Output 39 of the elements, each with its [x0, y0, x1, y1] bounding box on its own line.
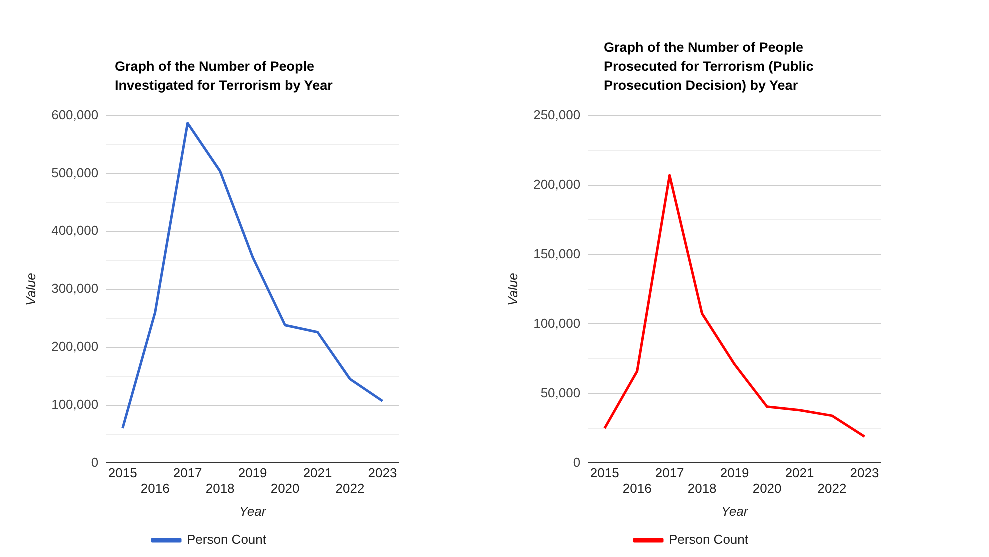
y-tick-label: 100,000: [52, 396, 99, 412]
y-tick-label: 200,000: [534, 176, 581, 192]
x-tick-label: 2015: [108, 466, 138, 481]
y-tick-label: 100,000: [534, 316, 581, 331]
x-tick-label: 2017: [655, 466, 684, 481]
x-tick-label: 2019: [720, 466, 750, 481]
x-tick-label: 2018: [688, 481, 717, 496]
x-tick-label: 2021: [785, 466, 814, 481]
y-tick-label: 250,000: [534, 107, 581, 122]
y-tick-label: 500,000: [52, 165, 99, 180]
chart-title: Graph of the Number of People Prosecuted for Terrorism (Public Prosecution Decision) by Year: [604, 39, 815, 95]
y-tick-label: 0: [91, 454, 99, 470]
x-axis-title: Year: [721, 504, 749, 519]
x-tick-label: 2015: [590, 466, 620, 481]
x-tick-label: 2022: [818, 481, 847, 496]
y-tick-label: 300,000: [52, 281, 99, 296]
y-tick-label: 200,000: [52, 338, 99, 354]
x-tick-label: 2022: [336, 481, 365, 496]
x-tick-label: 2017: [173, 466, 202, 481]
y-tick-label: 50,000: [540, 385, 581, 400]
x-axis-title: Year: [239, 504, 267, 519]
legend-label: Person Count: [187, 532, 267, 548]
x-tick-label: 2016: [622, 481, 652, 496]
x-tick-label: 2020: [270, 481, 300, 496]
y-tick-label: 400,000: [52, 223, 99, 238]
y-axis-title: Value: [505, 273, 520, 306]
x-tick-label: 2018: [206, 481, 235, 496]
x-tick-label: 2019: [238, 466, 268, 481]
chart-title: Graph of the Number of People Investigated for Terrorism by Year: [115, 58, 334, 95]
y-tick-label: 600,000: [52, 107, 99, 122]
x-tick-label: 2016: [140, 481, 170, 496]
y-tick-label: 150,000: [534, 246, 581, 262]
x-tick-label: 2023: [368, 466, 398, 481]
y-tick-label: 0: [573, 454, 581, 470]
x-tick-label: 2021: [303, 466, 332, 481]
legend-label: Person Count: [669, 532, 749, 548]
y-axis-title: Value: [23, 273, 38, 306]
x-tick-label: 2023: [850, 466, 880, 481]
x-tick-label: 2020: [752, 481, 782, 496]
